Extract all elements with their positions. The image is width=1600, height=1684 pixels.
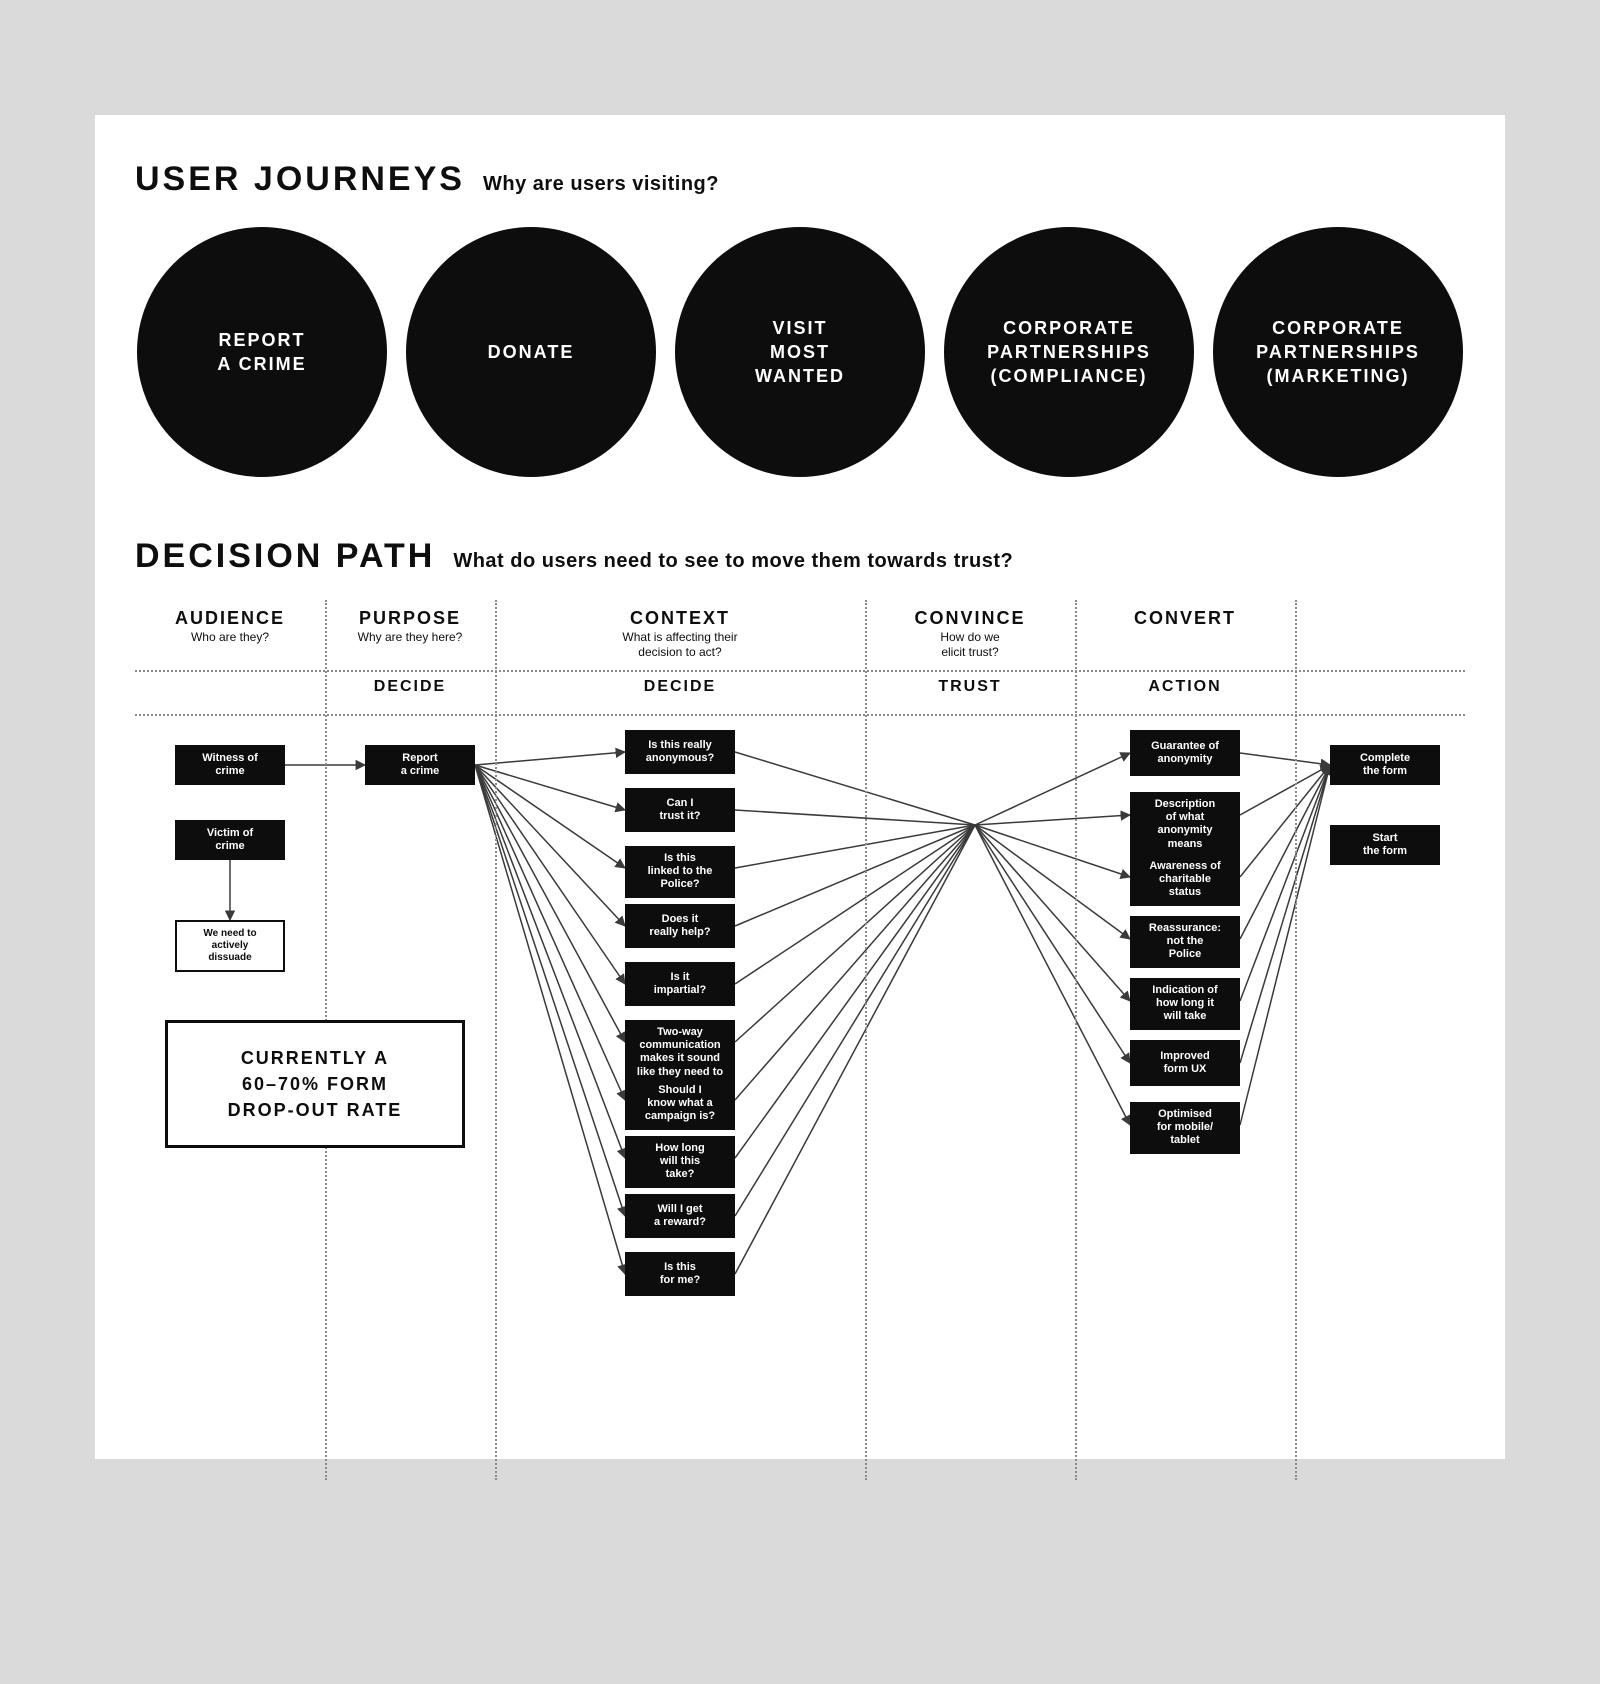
diagram-panel: USER JOURNEYS Why are users visiting? RE… (95, 115, 1505, 1459)
flow-node: Is this really anonymous? (625, 730, 735, 774)
flow-node: Complete the form (1330, 745, 1440, 785)
column-head: CONVERT (1075, 608, 1295, 629)
column-subhead: How do we elicit trust? (865, 630, 1075, 660)
decision-grid: AUDIENCEWho are they?PURPOSEWhy are they… (135, 600, 1465, 1480)
flow-node: Improved form UX (1130, 1040, 1240, 1086)
flow-node: Indication of how long it will take (1130, 978, 1240, 1030)
journeys-subtitle: Why are users visiting? (483, 173, 719, 196)
column-head: AUDIENCE (135, 608, 325, 629)
flow-node: Reassurance: not the Police (1130, 916, 1240, 968)
flow-node: Witness of crime (175, 745, 285, 785)
flow-node: Will I get a reward? (625, 1194, 735, 1238)
journey-circle: REPORT A CRIME (137, 227, 387, 477)
flow-node: Victim of crime (175, 820, 285, 860)
flow-node: We need to actively dissuade (175, 920, 285, 972)
flow-node: Should I know what a campaign is? (625, 1078, 735, 1130)
flow-node: Can I trust it? (625, 788, 735, 832)
journeys-title: USER JOURNEYS (135, 160, 465, 199)
flow-node: Is this for me? (625, 1252, 735, 1296)
column-row2: DECIDE (495, 678, 865, 696)
column: CONVINCEHow do we elicit trust? TRUST (865, 600, 1075, 1480)
column-subhead: Why are they here? (325, 630, 495, 645)
flow-node: Is this linked to the Police? (625, 846, 735, 898)
flow-node: Guarantee of anonymity (1130, 730, 1240, 776)
flow-node: How long will this take? (625, 1136, 735, 1188)
flow-node: Is it impartial? (625, 962, 735, 1006)
journeys-circles: REPORT A CRIMEDONATEVISIT MOST WANTEDCOR… (135, 227, 1465, 477)
flow-node: Report a crime (365, 745, 475, 785)
flow-node: Optimised for mobile/ tablet (1130, 1102, 1240, 1154)
column-subhead: What is affecting their decision to act? (495, 630, 865, 660)
journey-circle: VISIT MOST WANTED (675, 227, 925, 477)
flow-node: Awareness of charitable status (1130, 854, 1240, 906)
dropout-stat: CURRENTLY A 60–70% FORM DROP-OUT RATE (165, 1020, 465, 1148)
column-row2: ACTION (1075, 678, 1295, 696)
column-row2: DECIDE (325, 678, 495, 696)
journeys-header: USER JOURNEYS Why are users visiting? (135, 160, 1465, 199)
decision-subtitle: What do users need to see to move them t… (453, 550, 1013, 573)
decision-header: DECISION PATH What do users need to see … (135, 537, 1465, 576)
flow-node: Start the form (1330, 825, 1440, 865)
column-head: CONTEXT (495, 608, 865, 629)
journey-circle: CORPORATE PARTNERSHIPS (COMPLIANCE) (944, 227, 1194, 477)
column-row2: TRUST (865, 678, 1075, 696)
decision-title: DECISION PATH (135, 537, 435, 576)
journey-circle: CORPORATE PARTNERSHIPS (MARKETING) (1213, 227, 1463, 477)
flow-node: Description of what anonymity means (1130, 792, 1240, 857)
flow-node: Does it really help? (625, 904, 735, 948)
column-subhead: Who are they? (135, 630, 325, 645)
column-head: PURPOSE (325, 608, 495, 629)
journey-circle: DONATE (406, 227, 656, 477)
column-head: CONVINCE (865, 608, 1075, 629)
